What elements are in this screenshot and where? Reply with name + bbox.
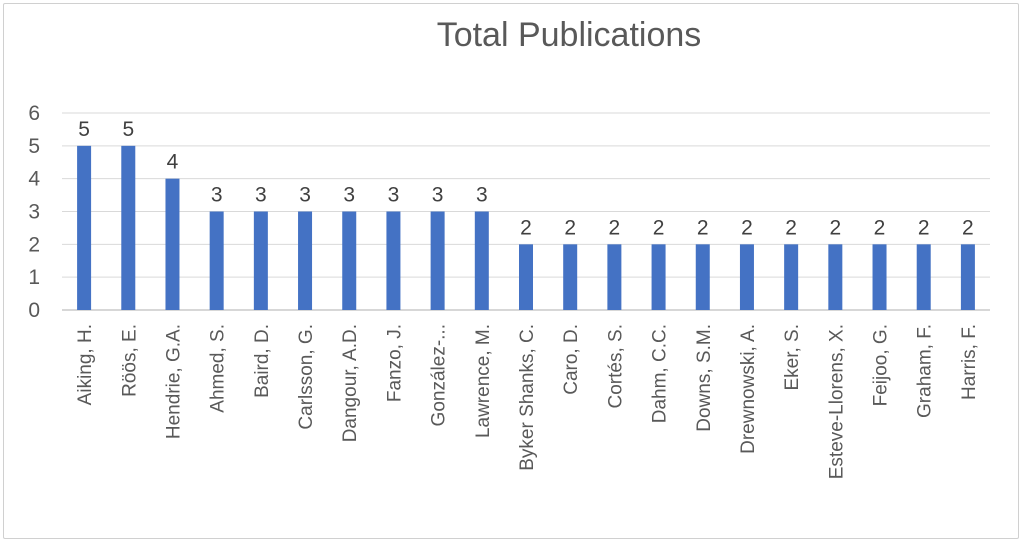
- x-tick-label: Röös, E.: [119, 324, 140, 397]
- data-label: 2: [653, 216, 665, 239]
- data-label: 3: [432, 184, 444, 207]
- y-tick-label: 1: [28, 266, 40, 289]
- bar: [77, 145, 92, 310]
- data-label: 2: [962, 216, 974, 239]
- x-tick-label: Baird, D.: [252, 324, 273, 398]
- bar: [474, 211, 489, 310]
- x-tick-label: Carlsson, G.: [296, 324, 317, 430]
- x-tick-label: Harris, F.: [959, 324, 980, 400]
- bar: [253, 211, 268, 310]
- x-tick-label: Feijoo, G.: [871, 324, 892, 406]
- bars: [77, 145, 975, 310]
- x-tick-label: Hendrie, G.A.: [163, 324, 184, 439]
- bar: [784, 244, 799, 310]
- data-label: 5: [122, 118, 134, 141]
- x-tick-label: Dahm, C.C.: [650, 324, 671, 423]
- x-tick-label: Dangour, A.D.: [340, 324, 361, 442]
- data-label: 2: [741, 216, 753, 239]
- x-tick-label: Fanzo, J.: [384, 324, 405, 402]
- bar: [607, 244, 622, 310]
- y-tick-label: 6: [28, 102, 40, 125]
- bar: [342, 211, 357, 310]
- x-tick-label: Caro, D.: [561, 324, 582, 395]
- x-tick-label: Downs, S.M.: [694, 324, 715, 432]
- data-label: 5: [78, 118, 90, 141]
- data-label: 3: [388, 184, 400, 207]
- x-tick-label: Graham, F.: [915, 324, 936, 418]
- data-labels: 5 5 4 3 3 3 3 3 3 3 2 2 2 2 2 2 2 2 2 2 2: [78, 118, 973, 240]
- data-label: 2: [785, 216, 797, 239]
- y-axis-ticks: 0 1 2 3 4 5 6: [28, 102, 40, 322]
- data-label: 3: [299, 184, 311, 207]
- bar: [386, 211, 401, 310]
- x-axis-ticks: Aiking, H. Röös, E. Hendrie, G.A. Ahmed, S.…: [75, 324, 980, 479]
- bar: [651, 244, 666, 310]
- data-label: 2: [918, 216, 930, 239]
- x-tick-label: Eker, S.: [782, 324, 803, 391]
- data-label: 2: [697, 216, 709, 239]
- y-tick-label: 0: [28, 299, 40, 322]
- data-label: 2: [520, 216, 532, 239]
- x-tick-label: Byker Shanks, C.: [517, 324, 538, 471]
- bar: [695, 244, 710, 310]
- bar: [960, 244, 975, 310]
- data-label: 3: [476, 184, 488, 207]
- x-tick-label: Cortés, S.: [605, 324, 626, 408]
- bar: [563, 244, 578, 310]
- data-label: 4: [167, 151, 179, 174]
- bar: [121, 145, 136, 310]
- x-tick-label: González-...: [429, 324, 450, 426]
- bar: [916, 244, 931, 310]
- y-tick-label: 5: [28, 135, 40, 158]
- x-tick-label: Ahmed, S.: [208, 324, 229, 413]
- x-tick-label: Esteve-Llorens, X.: [826, 324, 847, 479]
- bar: [872, 244, 887, 310]
- bar: [298, 211, 313, 310]
- data-label: 2: [874, 216, 886, 239]
- bar: [430, 211, 445, 310]
- x-tick-label: Aiking, H.: [75, 324, 96, 405]
- data-label: 2: [609, 216, 621, 239]
- y-tick-label: 4: [28, 168, 40, 191]
- data-label: 3: [255, 184, 267, 207]
- bar: [828, 244, 843, 310]
- y-tick-label: 3: [28, 201, 40, 224]
- data-label: 3: [343, 184, 355, 207]
- bar: [519, 244, 533, 310]
- chart-title: Total Publications: [437, 16, 702, 54]
- data-label: 2: [564, 216, 576, 239]
- data-label: 3: [211, 184, 223, 207]
- bar: [209, 211, 224, 310]
- data-label: 2: [829, 216, 841, 239]
- y-tick-label: 2: [28, 233, 40, 256]
- bar: [739, 244, 754, 310]
- bar: [165, 178, 180, 310]
- x-tick-label: Drewnowski, A.: [738, 324, 759, 454]
- x-tick-label: Lawrence, M.: [473, 324, 494, 438]
